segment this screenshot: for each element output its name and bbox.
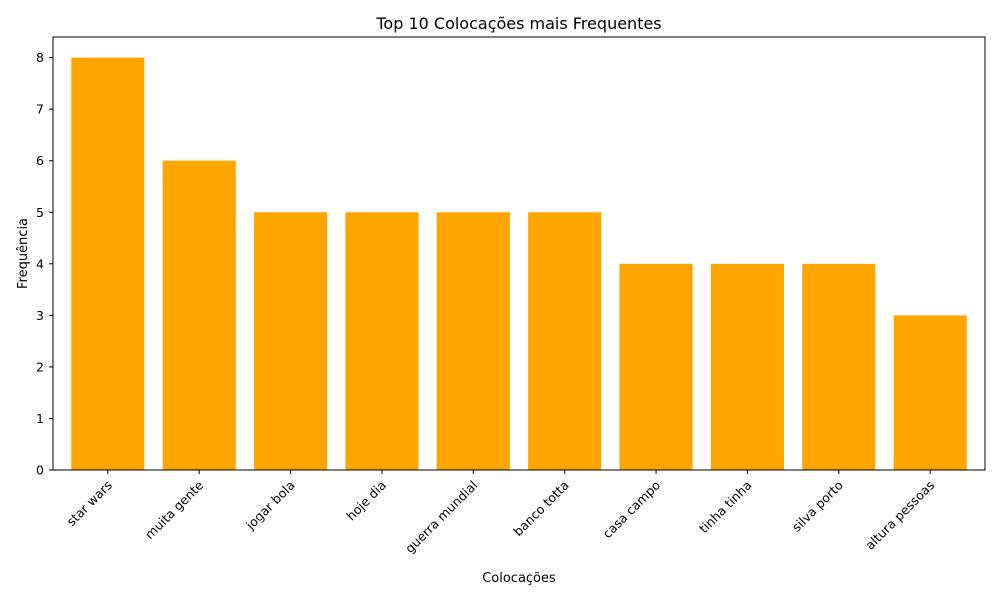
bar-silva-porto (802, 263, 876, 470)
y-tick-label: 2 (36, 359, 44, 374)
y-tick-label: 3 (36, 308, 44, 323)
bars-group (71, 57, 967, 471)
bar-casa-campo (619, 263, 693, 470)
chart-title: Top 10 Colocações mais Frequentes (375, 14, 661, 33)
bar-guerra-mundial (436, 212, 510, 470)
bar-tinha-tinha (710, 263, 784, 470)
bar-hoje-dia (345, 212, 419, 470)
bar-star-wars (71, 57, 145, 471)
bar-jogar-bola (254, 212, 328, 470)
y-tick-label: 0 (36, 463, 44, 478)
y-tick-label: 4 (36, 256, 44, 271)
bar-muita-gente (162, 160, 236, 470)
x-axis-label: Colocações (482, 571, 556, 586)
y-tick-label: 5 (36, 205, 44, 220)
bar-banco-totta (528, 212, 602, 470)
y-axis-ticks: 0 1 2 3 4 5 6 7 8 (36, 50, 53, 478)
bar-altura-pessoas (893, 315, 967, 470)
y-tick-label: 1 (36, 411, 44, 426)
y-tick-label: 8 (36, 50, 44, 65)
plot-frame (52, 36, 986, 471)
y-tick-label: 7 (36, 102, 44, 117)
y-tick-label: 6 (36, 153, 44, 168)
y-axis-label: Frequência (16, 218, 31, 289)
